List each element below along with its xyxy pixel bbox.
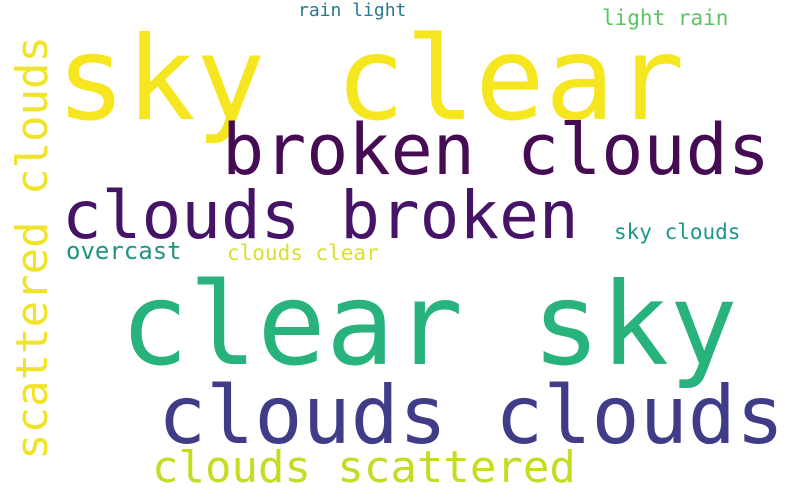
word-clouds-clouds: clouds clouds bbox=[158, 369, 785, 462]
word-rain-light: rain light bbox=[298, 0, 407, 21]
word-sky-clouds: sky clouds bbox=[614, 220, 741, 244]
word-overcast: overcast bbox=[66, 237, 182, 265]
word-clear-sky: clear sky bbox=[120, 258, 738, 391]
word-broken-clouds: broken clouds bbox=[222, 109, 770, 191]
word-light-rain: light rain bbox=[602, 6, 729, 30]
word-clouds-clear: clouds clear bbox=[227, 241, 379, 265]
word-sky-clear: sky clear bbox=[56, 12, 685, 147]
word-scattered-clouds: scattered clouds bbox=[7, 36, 58, 460]
word-clouds-scattered: clouds scattered bbox=[152, 442, 576, 493]
word-clouds-broken: clouds broken bbox=[62, 177, 579, 254]
